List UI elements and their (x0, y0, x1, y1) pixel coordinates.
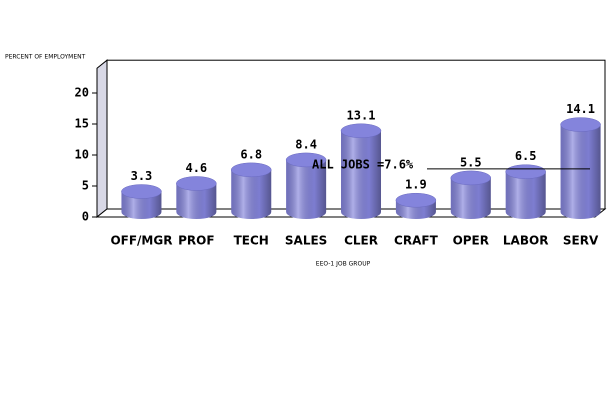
bar-top (560, 117, 601, 132)
x-axis-title: EEO-1 JOB GROUP (316, 261, 371, 268)
bar (340, 123, 382, 219)
y-tick-label: 15 (75, 117, 89, 131)
y-axis-title: PERCENT OF EMPLOYMENT (5, 54, 86, 61)
value-label: 14.1 (566, 102, 595, 116)
bar-shade (286, 159, 327, 219)
y-tick-label: 5 (82, 179, 89, 193)
bar (121, 184, 162, 219)
value-label: 8.4 (295, 137, 317, 151)
bar (505, 164, 546, 219)
x-tick-label: CLER (344, 234, 378, 248)
bar (395, 192, 437, 219)
bar-top (121, 184, 162, 199)
value-label: 3.3 (131, 169, 153, 183)
value-label: 4.6 (185, 161, 207, 175)
bar (560, 117, 601, 219)
bar-top (340, 123, 382, 139)
bar-shade (176, 183, 217, 219)
bar-shade (450, 177, 491, 219)
x-tick-label: SALES (285, 234, 327, 248)
bar-shade (341, 130, 382, 219)
bar-shade (121, 191, 162, 219)
value-label: 6.8 (240, 147, 262, 161)
bar-shade (231, 169, 272, 219)
bar (230, 162, 272, 219)
bar-top (505, 164, 546, 179)
bar-shade (505, 171, 546, 219)
bar (176, 176, 217, 219)
x-tick-label: SERV (563, 234, 599, 248)
value-label: 6.5 (515, 149, 537, 163)
bar-shade (560, 124, 601, 219)
bar-top (176, 176, 217, 191)
bar (285, 152, 327, 219)
x-tick-label: OPER (453, 234, 489, 248)
value-label: 1.9 (405, 178, 427, 192)
side-wall (96, 59, 108, 219)
x-tick-label: OFF/MGR (110, 234, 172, 248)
y-tick-label: 10 (75, 148, 89, 162)
bar-top (450, 170, 492, 186)
x-tick-label: LABOR (503, 234, 549, 248)
bar (450, 170, 492, 219)
bar-top (285, 152, 327, 168)
reference-label: ALL JOBS =7.6% (312, 157, 414, 171)
y-tick-label: 0 (82, 210, 89, 224)
value-label: 13.1 (347, 108, 376, 122)
value-label: 5.5 (460, 155, 482, 169)
bar-top (230, 162, 272, 178)
x-tick-label: TECH (234, 234, 269, 248)
y-tick-label: 20 (75, 86, 89, 100)
x-tick-label: PROF (178, 234, 214, 248)
bar-top (395, 192, 437, 208)
x-tick-label: CRAFT (394, 234, 439, 248)
